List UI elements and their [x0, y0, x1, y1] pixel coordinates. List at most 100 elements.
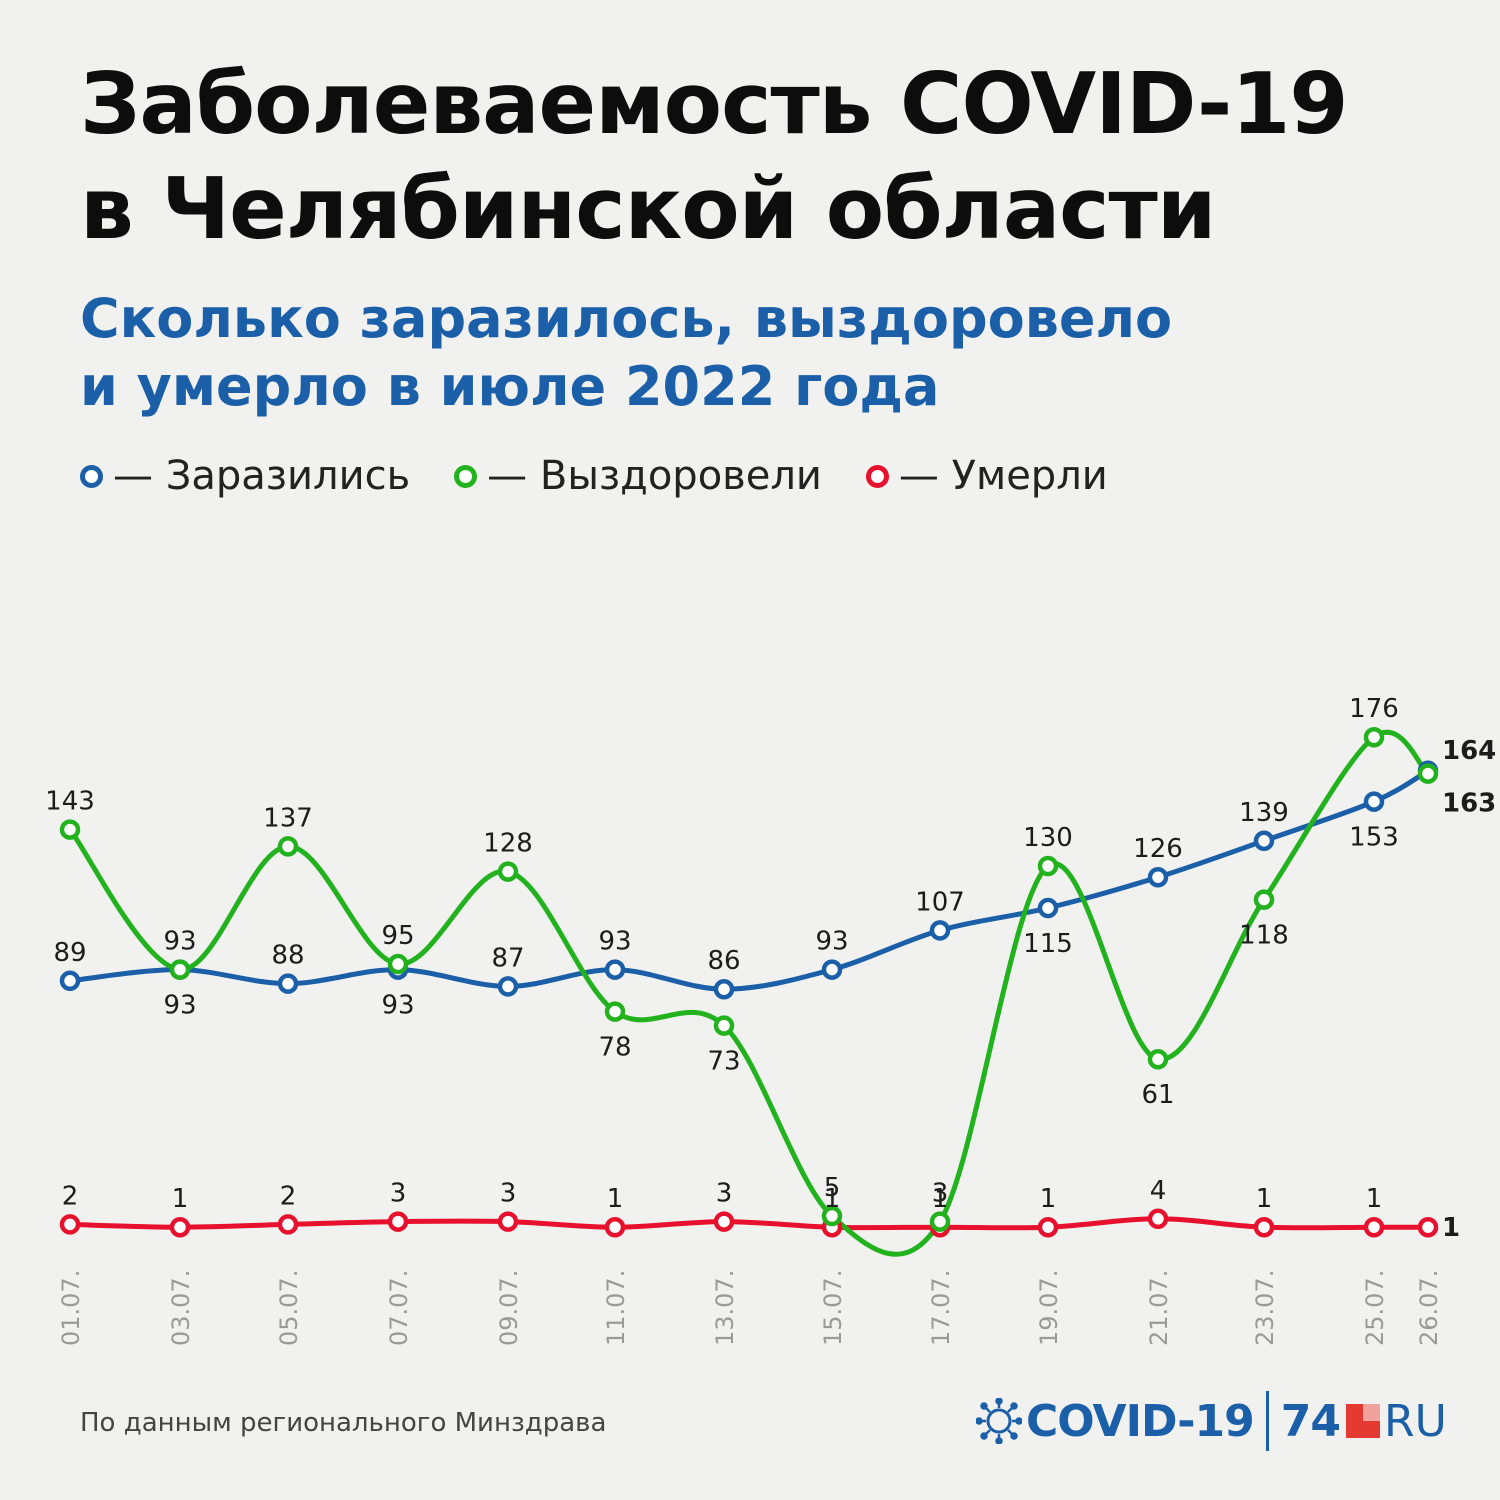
data-label-infected: 139 — [1239, 798, 1289, 828]
data-point-recovered — [929, 1211, 951, 1232]
data-point-died — [713, 1211, 735, 1232]
data-label-died: 3 — [390, 1179, 407, 1209]
data-label-recovered: 118 — [1239, 921, 1289, 951]
title-line-2: в Челябинской области — [80, 160, 1216, 259]
data-point-infected — [713, 978, 735, 1000]
data-label-died: 1 — [824, 1184, 841, 1214]
data-label-recovered: 143 — [45, 787, 95, 817]
data-point-died — [387, 1211, 409, 1232]
data-label-recovered: 78 — [598, 1033, 631, 1063]
x-tick-label: 25.07. — [1361, 1270, 1389, 1346]
data-point-recovered — [387, 953, 409, 975]
x-tick-label: 13.07. — [711, 1270, 739, 1346]
legend-item-recovered: — Выздоровели — [454, 453, 822, 499]
x-tick-label: 26.07. — [1415, 1270, 1443, 1346]
data-label-died: 1 — [172, 1184, 189, 1214]
data-label-recovered: 176 — [1349, 694, 1399, 724]
data-point-recovered — [497, 861, 519, 882]
data-label-died: 3 — [716, 1179, 733, 1209]
data-point-died — [1147, 1208, 1169, 1230]
legend-marker-died — [865, 464, 889, 488]
x-tick-label: 09.07. — [495, 1270, 523, 1346]
series-line-died — [67, 1216, 1431, 1231]
brand-logo: COVID-19 74 RU — [976, 1386, 1447, 1456]
series-line-recovered — [67, 729, 1431, 1257]
data-point-recovered — [169, 959, 191, 980]
data-point-infected — [497, 976, 519, 997]
data-point-infected — [59, 970, 81, 992]
data-label-recovered: 163 — [1442, 789, 1496, 819]
legend-item-infected: — Заразились — [80, 453, 410, 499]
data-label-died: 3 — [500, 1179, 517, 1209]
x-tick-label: 15.07. — [819, 1270, 847, 1346]
x-tick-label: 01.07. — [57, 1270, 85, 1346]
data-label-recovered: 3 — [932, 1179, 949, 1209]
data-point-infected — [1037, 897, 1059, 919]
data-point-died — [604, 1216, 626, 1238]
legend: — Заразились — Выздоровели — Умерли — [80, 448, 1108, 504]
data-point-recovered — [1037, 855, 1059, 877]
data-point-died — [1037, 1216, 1059, 1238]
data-point-died — [1253, 1216, 1275, 1238]
data-label-died: 1 — [1366, 1184, 1383, 1214]
data-label-infected: 93 — [598, 927, 631, 957]
data-point-died — [1417, 1216, 1439, 1238]
legend-marker-infected — [80, 464, 103, 488]
data-point-recovered — [604, 1001, 626, 1022]
data-label-died: 1 — [1040, 1184, 1057, 1214]
data-point-infected — [277, 973, 299, 994]
data-point-recovered — [277, 836, 299, 857]
data-label-infected: 93 — [163, 927, 196, 957]
data-point-recovered — [59, 819, 81, 840]
data-point-died — [497, 1211, 519, 1232]
series-points — [59, 726, 1439, 1238]
data-point-died — [59, 1214, 81, 1235]
data-label-recovered: 5 — [824, 1173, 841, 1203]
data-point-died — [1363, 1216, 1385, 1238]
logo-covid-text: COVID-19 — [1026, 1395, 1255, 1447]
x-tick-label: 19.07. — [1035, 1270, 1063, 1346]
data-label-died: 1 — [1442, 1213, 1460, 1243]
data-label-died: 2 — [62, 1181, 79, 1211]
subtitle-line-2: и умерло в июле 2022 года — [80, 355, 940, 418]
data-label-infected: 153 — [1349, 823, 1399, 853]
data-label-recovered: 128 — [483, 829, 533, 859]
x-axis-tick-labels: 01.07. 03.07. 05.07. 07.07. 09.07. 11.07. 13.0… — [57, 1270, 1443, 1346]
data-label-recovered: 93 — [163, 991, 196, 1021]
x-tick-label: 03.07. — [167, 1270, 195, 1346]
data-point-infected — [1147, 866, 1169, 888]
data-point-died — [169, 1216, 191, 1238]
legend-item-died: — Умерли — [865, 453, 1108, 499]
legend-label-infected: — Заразились — [113, 453, 411, 499]
x-tick-label: 07.07. — [385, 1270, 413, 1346]
data-label-died: 1 — [1256, 1184, 1273, 1214]
x-tick-label: 17.07. — [927, 1270, 955, 1346]
data-point-infected — [604, 959, 626, 980]
data-label-recovered: 130 — [1023, 823, 1073, 853]
data-point-recovered — [1363, 726, 1385, 748]
data-label-recovered: 73 — [707, 1047, 740, 1077]
data-label-died: 1 — [932, 1184, 949, 1214]
data-label-recovered: 95 — [381, 921, 414, 951]
x-tick-label: 05.07. — [275, 1270, 303, 1346]
legend-label-died: — Умерли — [898, 453, 1108, 499]
data-label-infected: 126 — [1133, 834, 1183, 864]
data-label-infected: 115 — [1023, 929, 1073, 959]
data-label-died: 4 — [1150, 1176, 1167, 1206]
logo-square-icon — [1346, 1404, 1381, 1438]
data-point-recovered — [1417, 763, 1439, 784]
data-point-infected — [929, 920, 951, 941]
data-label-infected: 87 — [491, 943, 524, 973]
data-label-infected: 107 — [915, 887, 965, 917]
data-point-infected — [1363, 791, 1385, 812]
data-label-recovered: 137 — [263, 803, 313, 833]
logo-separator — [1265, 1391, 1269, 1451]
data-point-infected — [1253, 830, 1275, 852]
logo-number: 74 — [1280, 1395, 1341, 1447]
source-note: По данным регионального Минздрава — [80, 1408, 607, 1438]
data-label-died: 2 — [280, 1181, 297, 1211]
x-tick-label: 23.07. — [1251, 1270, 1279, 1346]
data-point-recovered — [713, 1015, 735, 1036]
data-label-infected: 88 — [271, 941, 304, 971]
subtitle-line-1: Сколько заразилось, выздоровело — [80, 287, 1173, 350]
